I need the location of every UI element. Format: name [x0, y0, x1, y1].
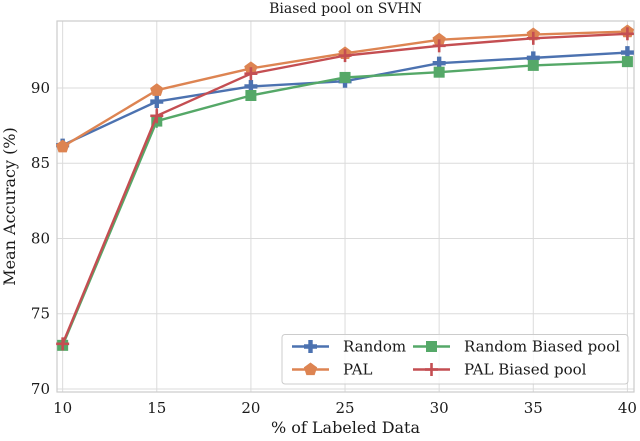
marker-pentagon [55, 139, 70, 153]
y-axis-label: Mean Accuracy (%) [0, 127, 19, 286]
marker-pentagon [150, 83, 164, 96]
y-tick-label: 70 [31, 380, 50, 398]
x-tick-label: 25 [335, 399, 354, 417]
x-axis-label: % of Labeled Data [271, 418, 421, 437]
x-tick-label: 10 [53, 399, 72, 417]
marker-plus-filled [244, 79, 258, 93]
marker-pentagon [432, 32, 446, 46]
marker-plus-filled [150, 95, 164, 109]
marker-plus-filled [620, 46, 634, 60]
legend-entry-pal [292, 362, 329, 376]
legend-label: Random Biased pool [464, 338, 620, 356]
marker-square [426, 341, 437, 352]
x-tick-label: 35 [524, 399, 543, 417]
marker-square [621, 56, 633, 68]
y-tick-label: 85 [31, 154, 50, 172]
marker-plus-filled [432, 56, 446, 70]
y-tick-label: 90 [31, 79, 50, 97]
marker-square [339, 71, 351, 83]
legend-entry-pal-biased-pool [413, 363, 450, 376]
marker-square [245, 90, 257, 102]
marker-plus-filled [304, 340, 317, 353]
series-pal-biased-pool [56, 27, 634, 351]
legend-label: Random [343, 338, 406, 356]
y-tick-label: 75 [31, 305, 50, 323]
legend-label: PAL Biased pool [464, 361, 587, 379]
y-tick-label: 80 [31, 229, 50, 247]
legend-entry-random [292, 340, 329, 353]
legend [281, 334, 629, 385]
legend-label: PAL [343, 361, 373, 379]
x-tick-label: 15 [147, 399, 166, 417]
legend-box [281, 334, 629, 385]
marker-plus-filled [526, 51, 540, 65]
chart-title: Biased pool on SVHN [269, 1, 422, 17]
x-tick-label: 40 [618, 399, 637, 417]
x-tick-label: 20 [241, 399, 260, 417]
x-tick-label: 30 [430, 399, 449, 417]
marker-square [433, 66, 445, 78]
legend-entry-random-biased-pool [413, 341, 450, 352]
marker-pentagon [303, 362, 318, 376]
plot-frame [56, 20, 635, 393]
marker-square [527, 59, 539, 71]
